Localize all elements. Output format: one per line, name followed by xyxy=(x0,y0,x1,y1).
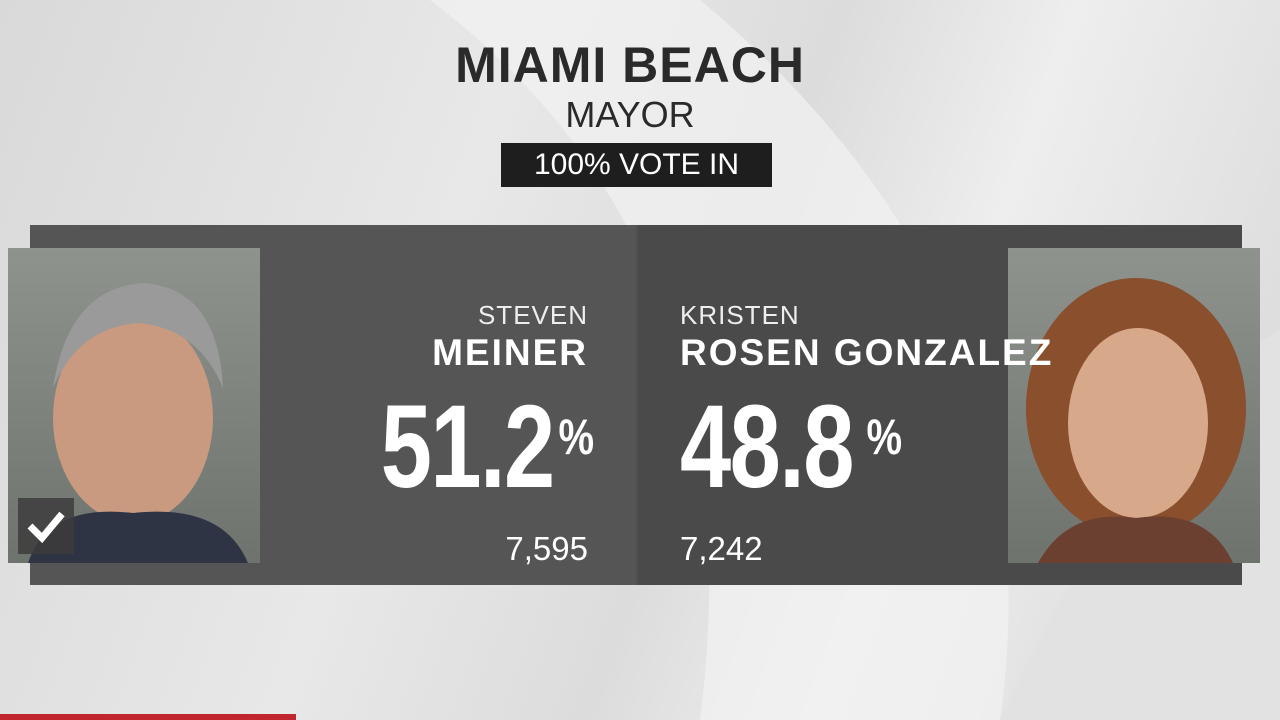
status: 100% VOTE IN xyxy=(501,143,772,187)
first-name: STEVEN xyxy=(477,300,588,330)
percent: 51.2 % xyxy=(332,388,598,506)
first-name: KRISTEN xyxy=(680,300,800,330)
percent-sign: % xyxy=(557,409,594,465)
subtitle: MAYOR xyxy=(565,94,695,135)
last-name: ROSEN GONZALEZ xyxy=(680,332,1054,373)
candidate-photo xyxy=(1008,248,1260,563)
title: MIAMI BEACH xyxy=(455,37,805,93)
percent-value: 48.8 xyxy=(680,381,854,513)
winner-check xyxy=(18,498,74,554)
percent-sign: % xyxy=(866,409,902,465)
votes: 7,595 xyxy=(505,530,588,567)
percent: 48.8 % xyxy=(680,388,906,506)
last-name: MEINER xyxy=(432,332,588,373)
votes: 7,242 xyxy=(680,530,763,567)
percent-value: 51.2 xyxy=(380,381,555,513)
